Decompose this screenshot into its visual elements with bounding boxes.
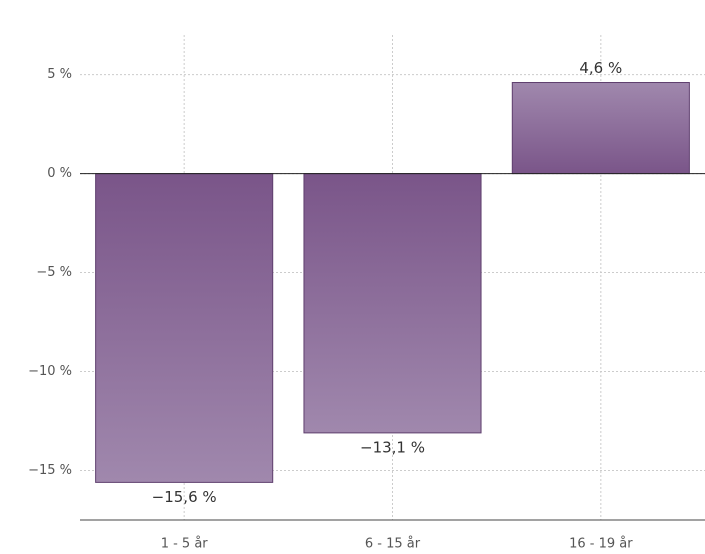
y-tick-label: −10 %	[28, 364, 72, 379]
y-tick-label: −5 %	[36, 265, 72, 280]
bar	[511, 82, 690, 175]
y-tick-label: 5 %	[47, 67, 72, 82]
x-tick-label: 1 - 5 år	[161, 537, 209, 552]
value-label: −13,1 %	[360, 438, 425, 456]
y-tick-label: −15 %	[28, 463, 72, 478]
x-tick-label: 16 - 19 år	[569, 537, 633, 552]
y-tick-label: 0 %	[47, 166, 72, 181]
value-label: 4,6 %	[579, 59, 622, 77]
x-tick-label: 6 - 15 år	[365, 537, 421, 552]
bar	[95, 173, 274, 483]
bar	[303, 173, 482, 434]
value-label: −15,6 %	[152, 488, 217, 506]
